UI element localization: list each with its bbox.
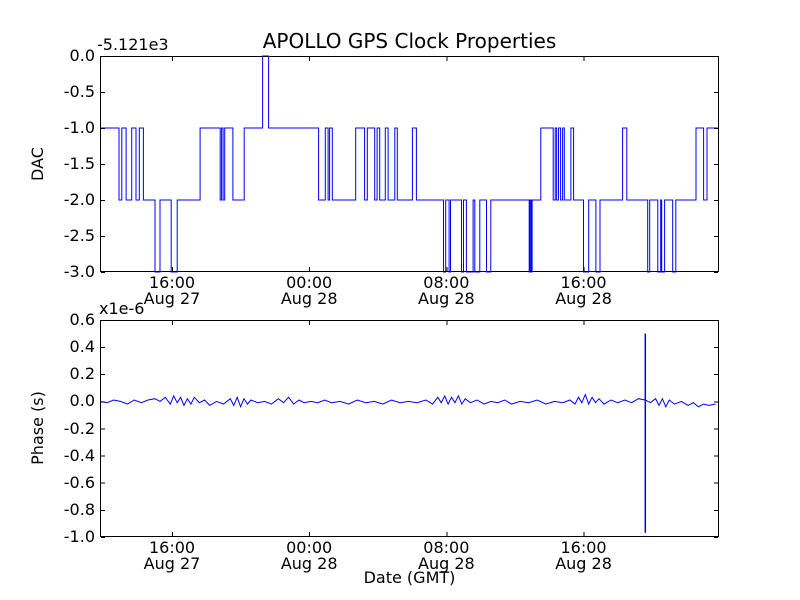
- y-tick-label: -1.0: [63, 527, 95, 546]
- x-tick-label: 16:00 Aug 28: [555, 538, 612, 573]
- y-tick-label: 0.6: [69, 310, 95, 329]
- y-tick-label: -1.5: [63, 154, 95, 173]
- x-tick-label: 16:00 Aug 27: [143, 538, 201, 573]
- dac-axis-offset-text: -5.121e3: [97, 35, 169, 54]
- x-tick-label: 00:00 Aug 28: [280, 273, 338, 308]
- x-tick-label: 16:00 Aug 27: [143, 273, 201, 308]
- y-tick-label: -0.4: [63, 445, 95, 465]
- y-tick-label: 0.0: [69, 46, 95, 65]
- x-tick-label: 00:00 Aug 28: [280, 538, 338, 573]
- y-tick-label: -0.5: [63, 82, 95, 101]
- y-tick-label: 0.4: [69, 337, 95, 357]
- x-tick-label: 08:00 Aug 28: [418, 538, 475, 573]
- y-tick-label: -0.8: [63, 499, 95, 519]
- y-tick-label: -0.6: [63, 472, 95, 492]
- y-tick-label: -2.0: [63, 190, 95, 209]
- chart-title: APOLLO GPS Clock Properties: [262, 29, 557, 53]
- y-tick-label: -2.5: [63, 226, 95, 245]
- x-tick-label: 08:00 Aug 28: [418, 273, 475, 308]
- x-tick-label: 16:00 Aug 28: [555, 273, 612, 308]
- x-axis-label: Date (GMT): [363, 568, 456, 587]
- y-tick-label: 0.0: [69, 391, 95, 411]
- y-tick-label: -3.0: [63, 262, 95, 281]
- phase-line-chart: [99, 320, 719, 538]
- phase-axis-offset-text: x1e-6: [99, 299, 145, 318]
- y-tick-label: -0.2: [63, 418, 95, 438]
- y-tick-label: 0.2: [69, 364, 95, 384]
- dac-step-chart: [100, 55, 719, 273]
- y-tick-label: -1.0: [63, 118, 95, 137]
